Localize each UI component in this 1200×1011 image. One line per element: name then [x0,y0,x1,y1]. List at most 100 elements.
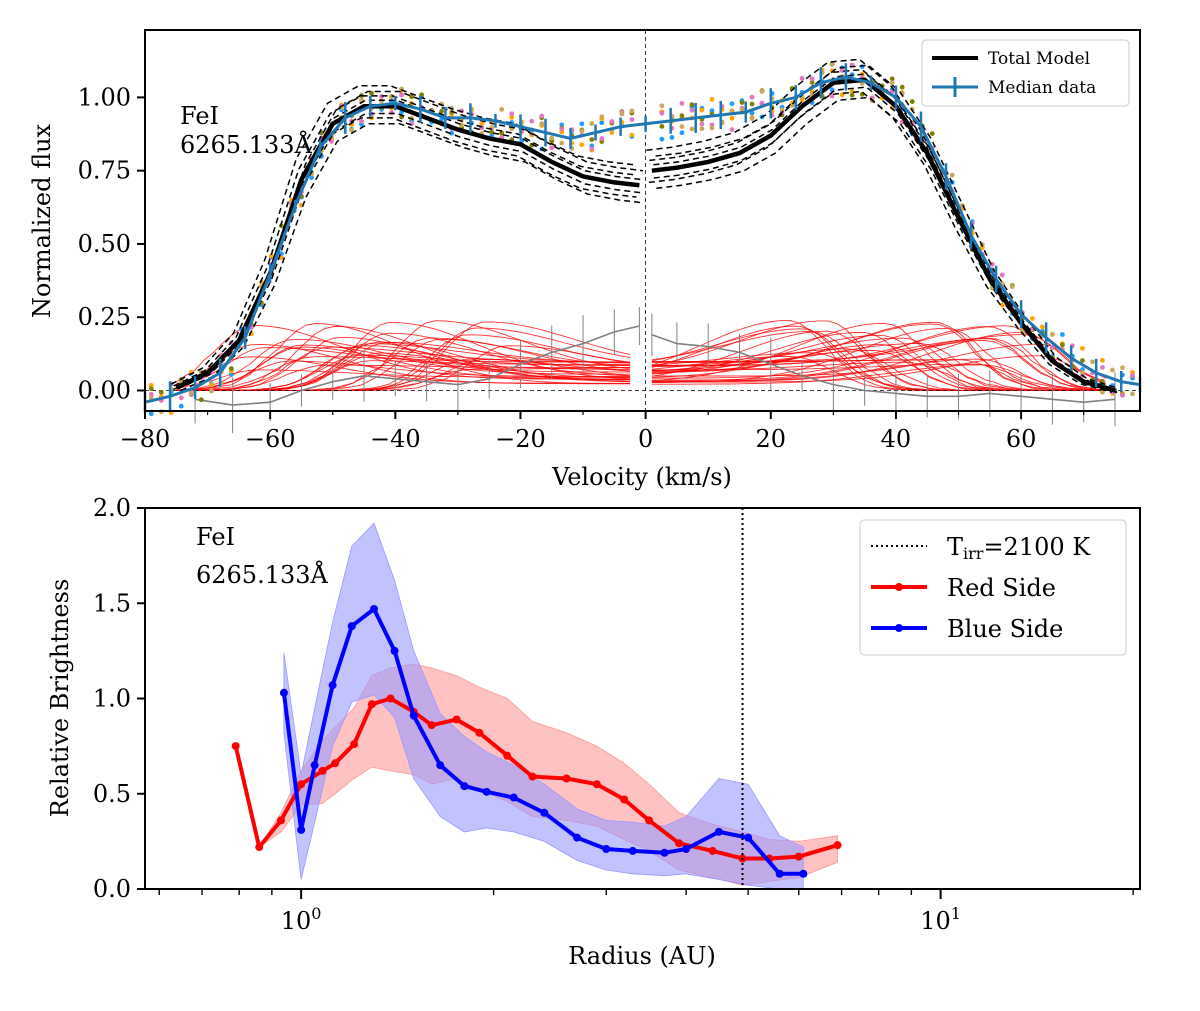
x-tick-label: 20 [756,425,787,453]
blue-side-point [775,869,784,878]
data-point [1049,332,1055,337]
model-envelope-line [648,90,1113,393]
data-point [258,279,264,285]
data-point [1009,284,1015,290]
model-component-line [651,327,1106,391]
data-point [629,132,635,138]
data-point [309,175,314,180]
model-component-line [176,356,631,385]
residual-line [194,325,640,406]
blue-side-point [482,787,491,796]
y-tick-label: 0.50 [78,230,131,258]
data-point [449,130,455,136]
data-point [749,101,755,107]
legend-tirr-label: Tirr=2100 K [947,533,1091,563]
data-point [599,120,605,126]
total-model-line [651,77,1116,393]
data-point [599,136,605,141]
x-tick-label: −60 [245,425,296,453]
data-point [549,135,555,141]
data-point [1100,357,1105,363]
data-point [699,121,705,127]
blue-side-point [509,793,518,802]
data-point [699,126,705,132]
data-point [599,114,605,120]
data-point [659,136,665,142]
data-point [1049,344,1055,350]
data-point [559,126,565,132]
data-point [178,395,184,401]
y-tick-label: 0.00 [78,376,131,404]
data-point [679,130,685,136]
blue-side-point [602,844,611,853]
data-point [729,127,735,132]
data-point [359,118,364,124]
model-envelope-line [180,123,644,392]
y-tick-label: 1.5 [93,589,131,617]
red-side-point [367,700,376,709]
data-point [629,117,635,122]
data-point [999,302,1005,308]
legend-blue-side-label: Blue Side [947,615,1063,643]
data-point [1080,358,1085,363]
model-envelope-line [649,68,1113,390]
y-tick-label: 0.25 [78,303,131,331]
total-model-line [175,103,640,390]
data-point [409,121,414,127]
data-point [1110,367,1115,373]
model-component-line [651,338,1106,391]
blue-side-point [347,622,356,631]
top-y-axis-label: Normalized flux [28,123,56,318]
red-side-point [255,843,264,852]
data-point [479,121,485,126]
data-point [589,137,595,142]
data-point [679,113,685,119]
data-point [1039,324,1045,330]
data-point [929,131,935,136]
y-tick-label: 2.0 [93,494,131,522]
red-side-point [427,721,436,730]
blue-side-point [328,681,337,690]
top-plot-frame [144,29,1141,412]
legend-median-data-label: Median data [988,78,1096,98]
data-point [809,79,815,85]
data-point [158,389,164,395]
blue-side-line [281,605,804,876]
data-point [499,130,505,136]
data-point [899,84,905,90]
data-point [609,119,615,125]
red-side-point [452,715,461,724]
blue-side-point [572,833,581,842]
data-point [269,253,274,259]
data-point [1100,389,1105,395]
red-side-point [592,780,601,789]
data-point [659,103,665,109]
data-point [228,366,234,371]
red-side-point [350,740,359,749]
x-tick-label: 101 [920,904,961,935]
data-point [1080,370,1085,375]
red-side-point [231,742,240,751]
data-point [759,88,765,94]
data-point [579,121,585,127]
top-panel: −80 −60 −40 −20 0 20 40 600.000.250.500.751.00 … [28,29,1142,491]
data-point [739,100,745,105]
top-annotation-wavelength: 6265.133Å [180,130,313,159]
data-point [559,140,565,146]
data-point [539,113,545,119]
model-component-line [651,339,1106,391]
data-point [679,101,685,106]
model-component-line [176,346,631,391]
data-point [809,76,815,82]
data-point [1090,359,1095,365]
data-point [1120,392,1125,398]
data-point [178,403,184,409]
model-component-line [651,323,1106,391]
data-point [659,110,665,116]
model-component-line [176,323,631,391]
data-point [909,99,915,104]
model-component-line [651,343,1106,379]
data-point [619,111,625,117]
data-point [949,172,955,178]
data-point [749,116,755,121]
